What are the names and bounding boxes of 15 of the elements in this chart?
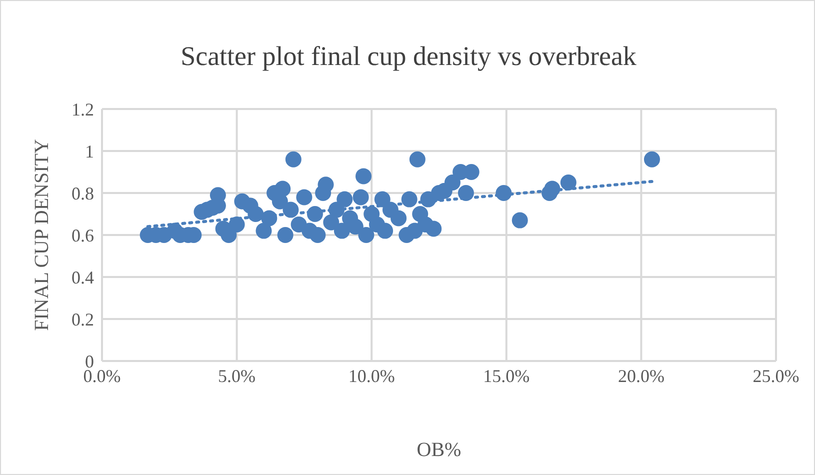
x-tick-label: 15.0% [483,366,530,386]
y-tick-label: 0 [85,351,94,372]
y-tick-label: 1.2 [72,99,94,120]
y-tick-label: 0.4 [72,267,94,288]
y-tick-label: 0.8 [72,183,94,204]
chart-title: Scatter plot final cup density vs overbreak [180,41,638,72]
y-tick-label: 0.2 [72,309,94,330]
x-tick-label: 10.0% [348,366,395,386]
y-axis-title: FINAL CUP DENSITY [31,139,54,331]
x-tick-label: 20.0% [618,366,664,386]
y-tick-label: 1 [85,141,94,162]
x-tick-label: 5.0% [218,366,256,386]
x-axis-title: OB% [416,439,462,461]
y-tick-label: 0.6 [72,225,94,246]
x-tick-label: 25.0% [752,366,800,386]
